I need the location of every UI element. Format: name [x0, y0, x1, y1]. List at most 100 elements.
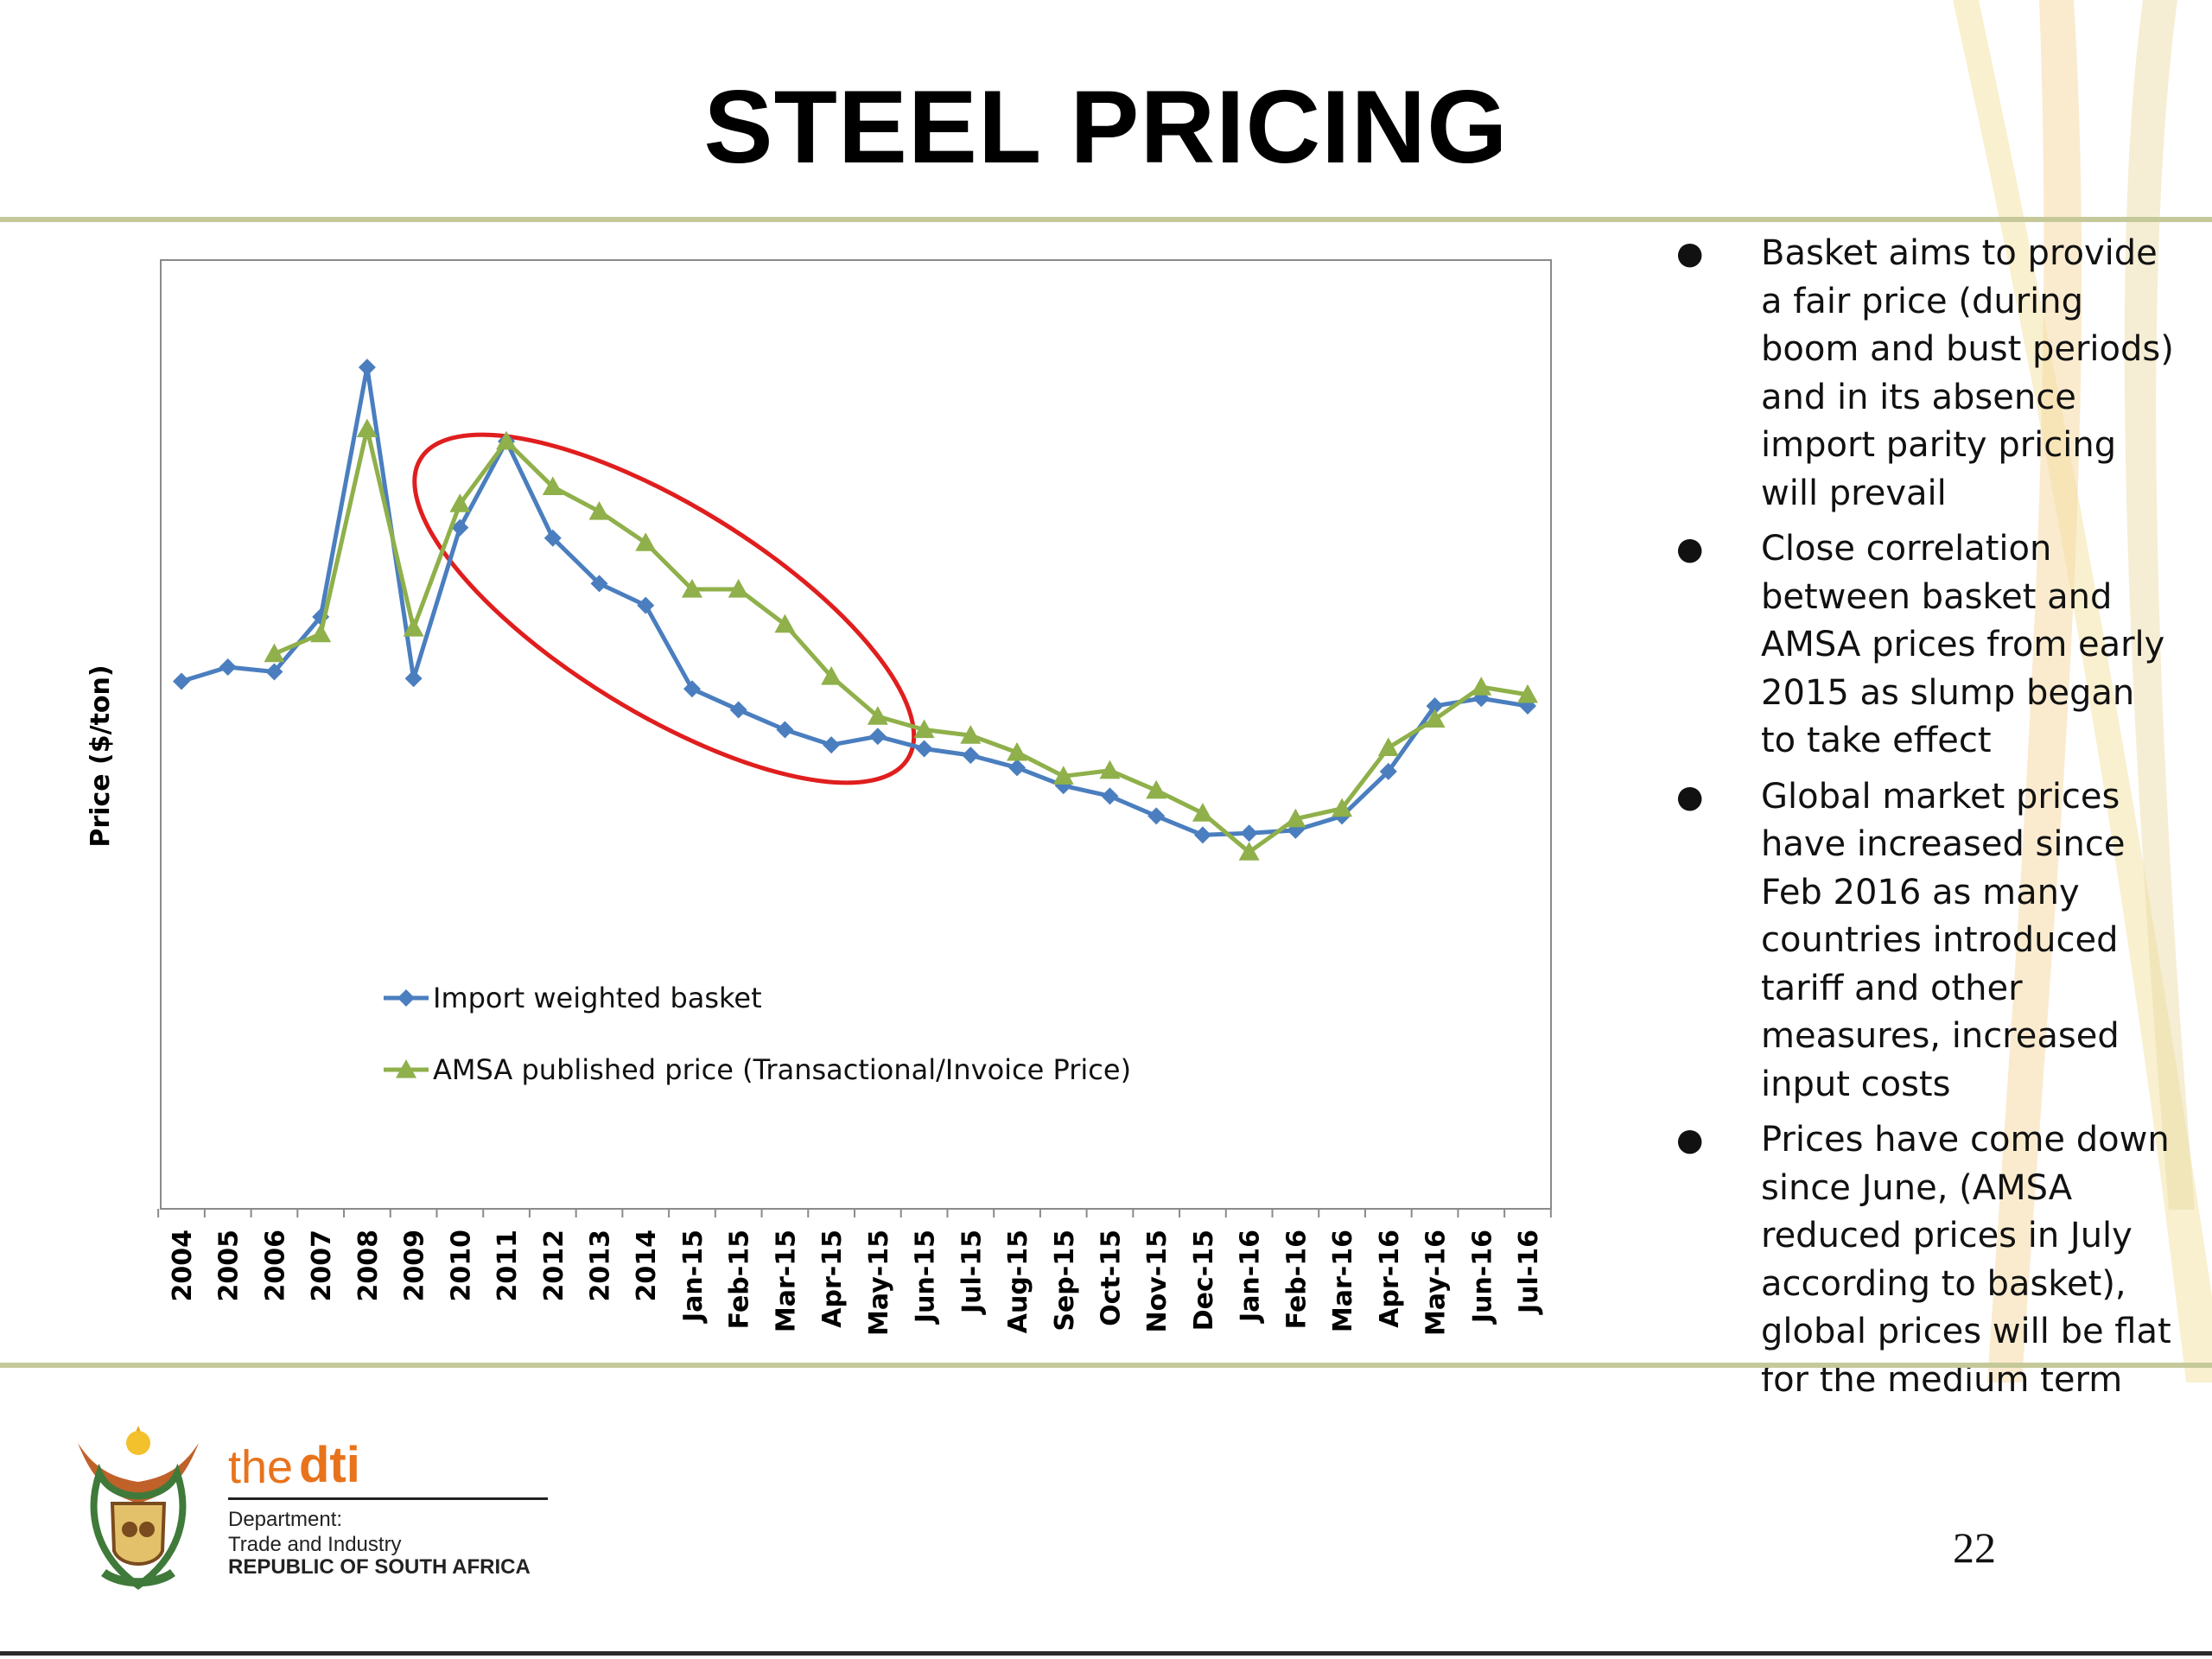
footer-divider [0, 1363, 2212, 1368]
amsa-point [774, 613, 796, 633]
bullet-icon: ● [1676, 236, 1704, 271]
basket-series-line [181, 365, 1529, 837]
department-line-2: Trade and Industry [228, 1533, 402, 1556]
x-tick-label: 2006 [260, 1230, 290, 1302]
basket-point [451, 518, 469, 537]
x-tick-label: 2009 [400, 1230, 430, 1302]
x-tick-label: 2005 [214, 1230, 245, 1302]
amsa-point [867, 706, 888, 725]
amsa-point [1332, 798, 1353, 817]
basket-point [683, 680, 701, 698]
x-tick-label: Jul-15 [957, 1230, 987, 1315]
amsa-point [913, 719, 935, 739]
amsa-point [1471, 677, 1492, 696]
bullet-icon: ● [1676, 531, 1704, 567]
x-tick-label: Jan-16 [1236, 1230, 1266, 1324]
amsa-point [821, 666, 842, 685]
amsa-point [1146, 779, 1167, 799]
basket-point [915, 740, 933, 758]
x-tick-label: 2012 [539, 1230, 569, 1302]
page-number: 22 [1953, 1523, 1996, 1572]
x-tick-label: Nov-15 [1142, 1230, 1173, 1332]
department-line-1: Department: [228, 1508, 343, 1531]
amsa-point [588, 500, 610, 520]
basket-point [543, 529, 562, 547]
x-tick-label: Jul-16 [1514, 1230, 1544, 1315]
highlight-ellipse [412, 432, 917, 785]
x-tick-label: Mar-15 [771, 1230, 801, 1332]
amsa-point [1285, 808, 1306, 828]
basket-point [358, 359, 376, 377]
bullet-text: Prices have come down since June, (AMSA … [1761, 1120, 2171, 1400]
country-name: REPUBLIC OF SOUTH AFRICA [228, 1555, 531, 1579]
x-tick-label: 2007 [307, 1230, 337, 1302]
basket-point [1101, 787, 1119, 805]
basket-point [1379, 762, 1397, 780]
basket-point [1426, 697, 1444, 715]
base-rule [0, 1651, 2212, 1656]
x-tick-label: Feb-15 [725, 1230, 755, 1329]
amsa-point [1424, 709, 1446, 728]
amsa-point [542, 476, 563, 496]
commentary-bullet-list: ● Basket aims to provide a fair price (du… [1676, 230, 2177, 1412]
basket-point [1008, 759, 1027, 777]
slide-title: STEEL PRICING [703, 69, 1509, 185]
x-tick-label: Apr-16 [1375, 1230, 1405, 1328]
brand-divider [228, 1497, 548, 1500]
bullet-item: ● Prices have come down since June, (AMSA… [1676, 1116, 2177, 1404]
amsa-point [310, 623, 332, 643]
x-tick-label: 2004 [168, 1230, 198, 1302]
x-tick-label: 2011 [493, 1230, 523, 1302]
legend-marker [397, 989, 415, 1007]
amsa-series-line [273, 426, 1529, 855]
amsa-point [1377, 737, 1399, 756]
amsa-point [728, 579, 749, 598]
x-tick-label: Jun-15 [911, 1230, 941, 1325]
amsa-point [496, 430, 518, 450]
brand-the-text: the [228, 1441, 294, 1493]
basket-point [265, 663, 283, 681]
x-tick-label: 2008 [353, 1230, 384, 1302]
amsa-point [1099, 760, 1121, 779]
basket-point [776, 721, 794, 739]
x-tick-label: Jun-16 [1467, 1230, 1497, 1325]
x-tick-label: 2014 [632, 1230, 662, 1302]
bullet-item: ● Basket aims to provide a fair price (du… [1676, 230, 2177, 518]
basket-point [1147, 807, 1166, 825]
x-tick-label: 2010 [446, 1230, 476, 1302]
amsa-point [681, 579, 702, 598]
basket-point [219, 658, 237, 677]
basket-point [590, 575, 608, 593]
amsa-point [264, 643, 285, 663]
bullet-text: Basket aims to provide a fair price (dur… [1761, 233, 2174, 513]
x-tick-label: 2013 [586, 1230, 616, 1302]
x-tick-label: Sep-15 [1050, 1230, 1080, 1332]
basket-point [962, 747, 980, 765]
x-tick-label: May-15 [864, 1230, 894, 1336]
department-name: Department: Trade and Industry [228, 1507, 402, 1557]
bullet-icon: ● [1676, 1122, 1704, 1158]
basket-point [1193, 826, 1211, 844]
basket-point [868, 728, 887, 746]
plot-frame [160, 259, 1552, 1210]
basket-point [729, 701, 747, 719]
legend-label: Import weighted basket [433, 982, 762, 1014]
x-tick-label: Oct-15 [1096, 1230, 1126, 1326]
x-tick-label: Mar-16 [1328, 1230, 1358, 1332]
bullet-icon: ● [1676, 779, 1704, 815]
amsa-point [356, 418, 378, 438]
coat-of-arms-icon [78, 1426, 199, 1590]
amsa-point [1517, 683, 1538, 703]
amsa-point [635, 532, 657, 551]
basket-point [173, 672, 190, 690]
amsa-point [403, 618, 424, 637]
x-tick-label: Apr-15 [817, 1230, 848, 1328]
bullet-item: ● Close correlation between basket and AM… [1676, 525, 2177, 766]
amsa-point [449, 493, 471, 512]
x-tick-label: Feb-16 [1281, 1230, 1312, 1329]
x-tick-label: Aug-15 [1003, 1230, 1033, 1333]
brand-dti-text: dti [299, 1437, 360, 1493]
x-tick-label: Jan-15 [678, 1230, 709, 1324]
bullet-item: ● Global market prices have increased sin… [1676, 773, 2177, 1109]
